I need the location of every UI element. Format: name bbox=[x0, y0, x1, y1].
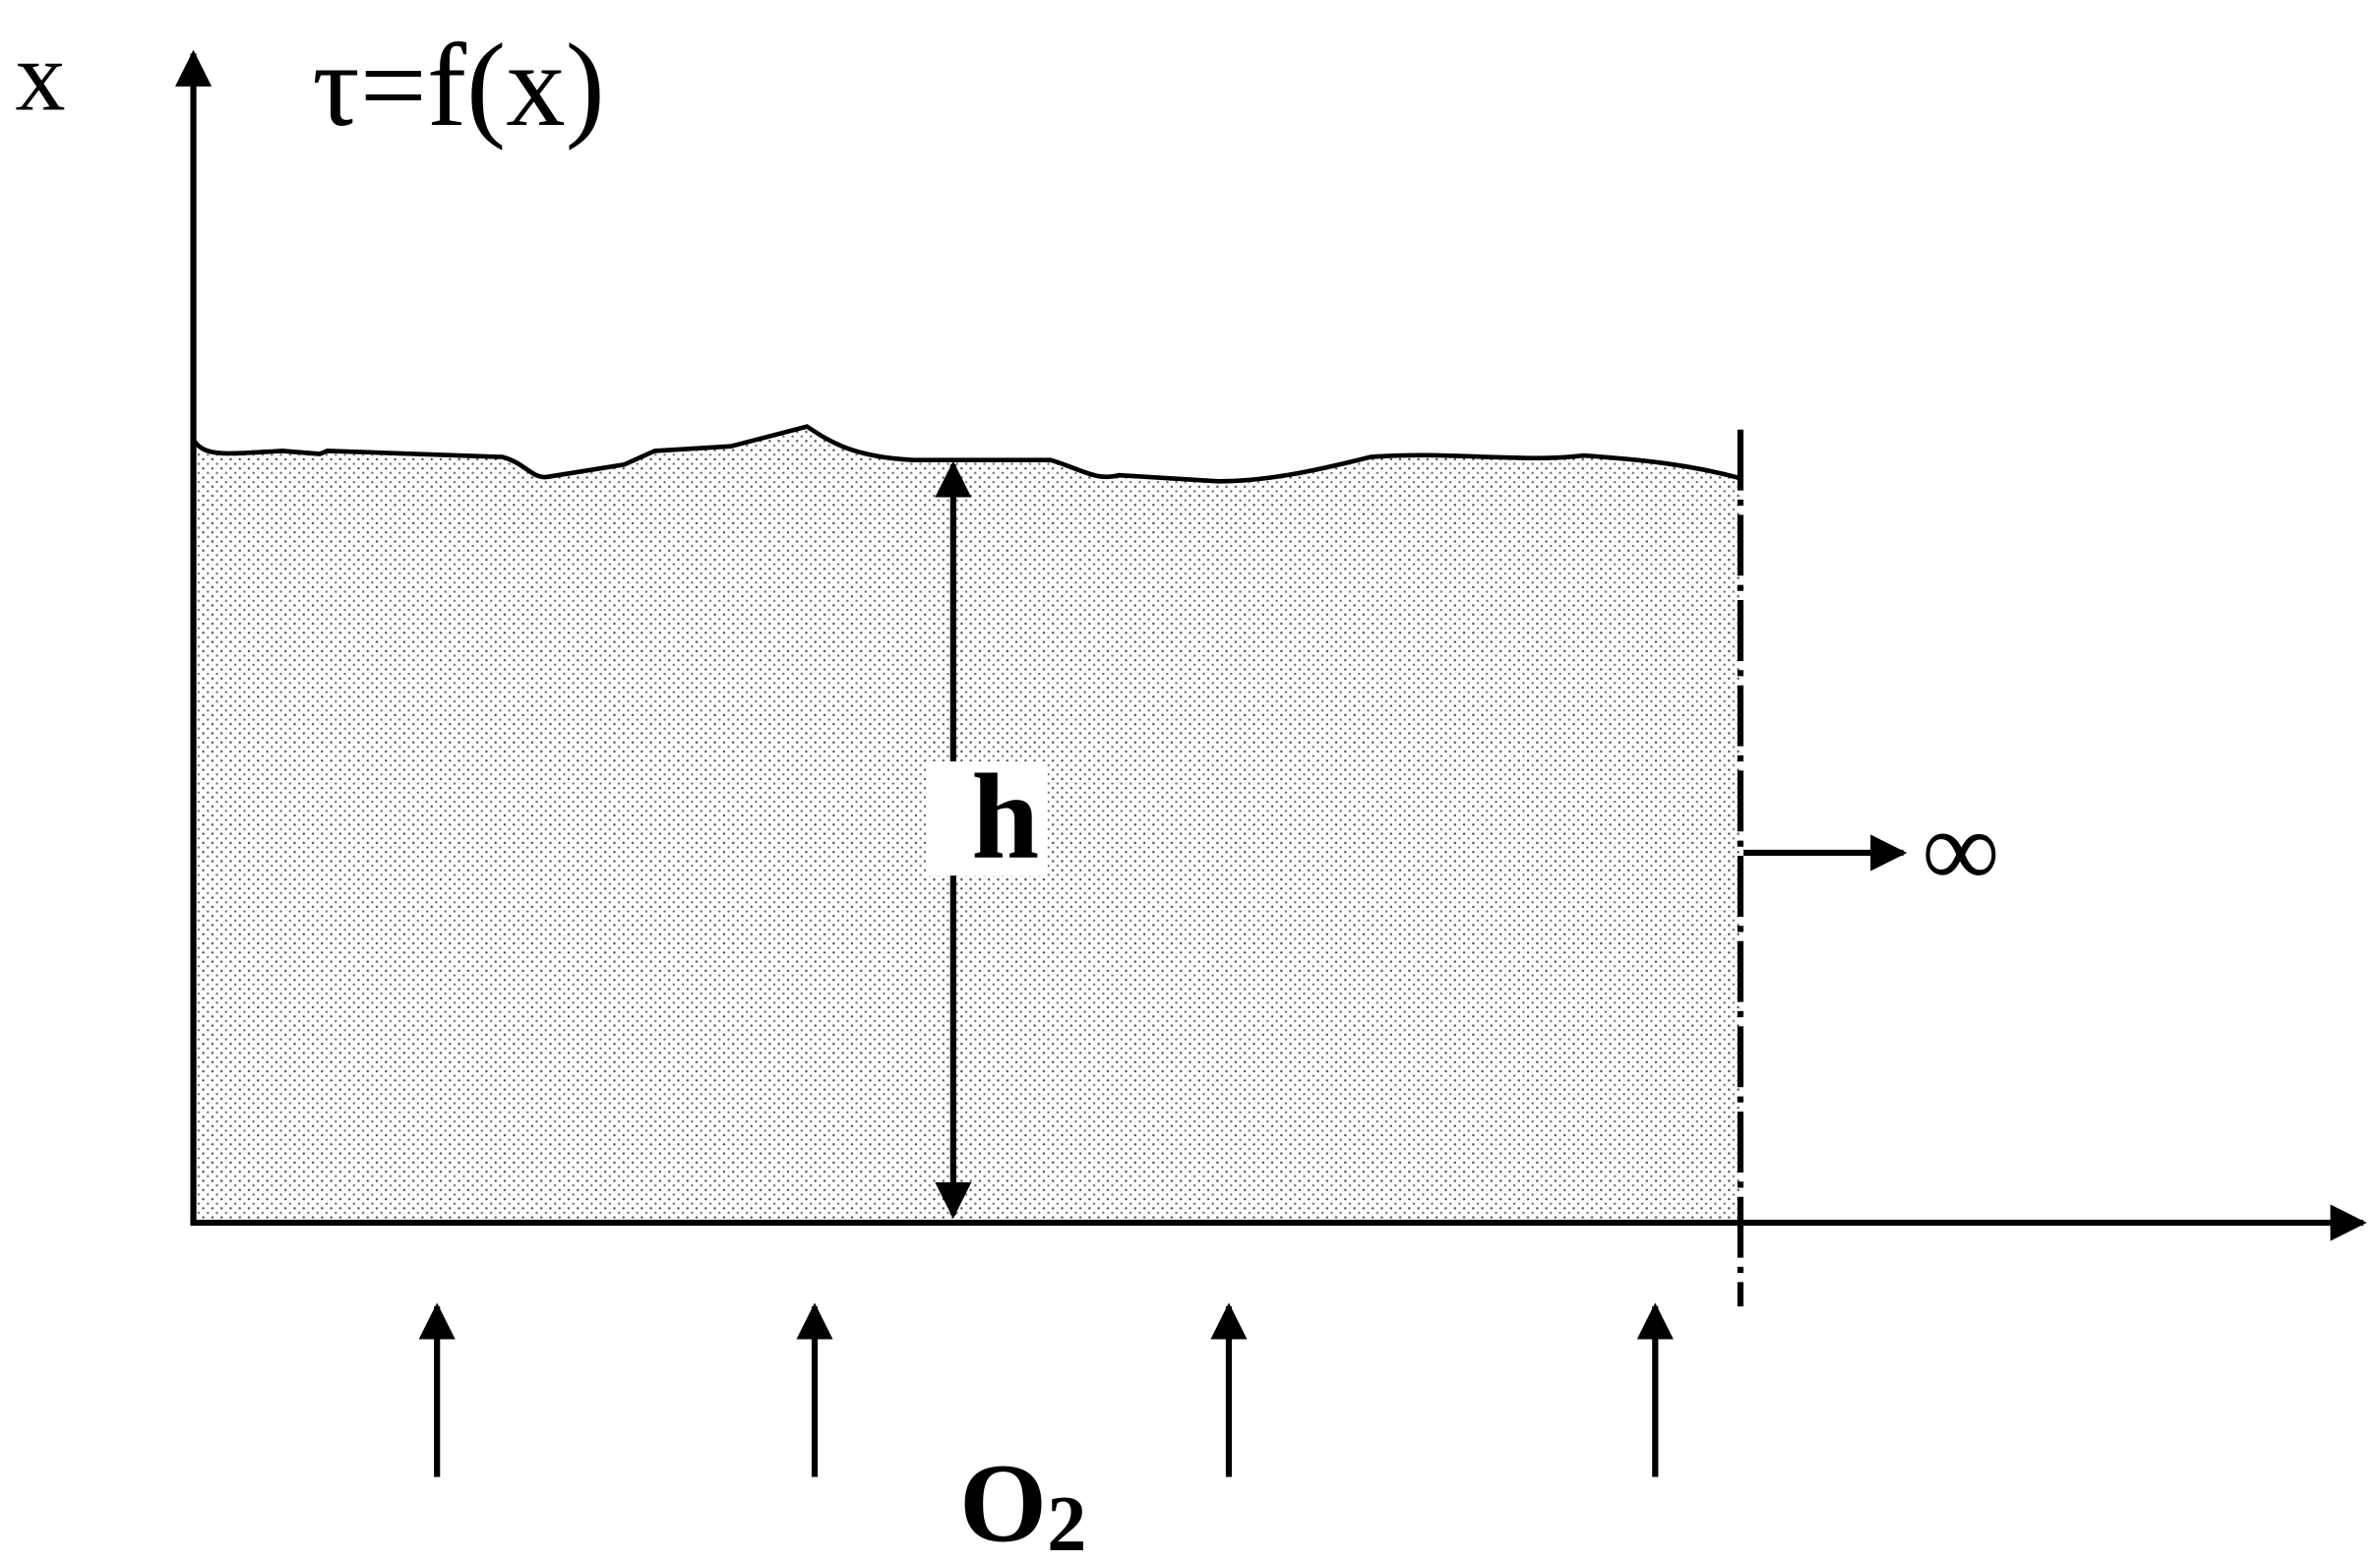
infinity-label: ∞ bbox=[1922, 790, 1999, 911]
oxygen-subscript: 2 bbox=[1047, 1480, 1086, 1564]
function-label: τ=f(x) bbox=[312, 20, 605, 151]
layer-surface bbox=[193, 424, 1741, 484]
height-label-bg bbox=[925, 761, 1048, 876]
height-label: h bbox=[971, 750, 1039, 884]
oxygen-symbol: O bbox=[959, 1441, 1047, 1564]
axis-label: x bbox=[15, 22, 65, 133]
oxygen-label: O2 bbox=[959, 1441, 1086, 1564]
